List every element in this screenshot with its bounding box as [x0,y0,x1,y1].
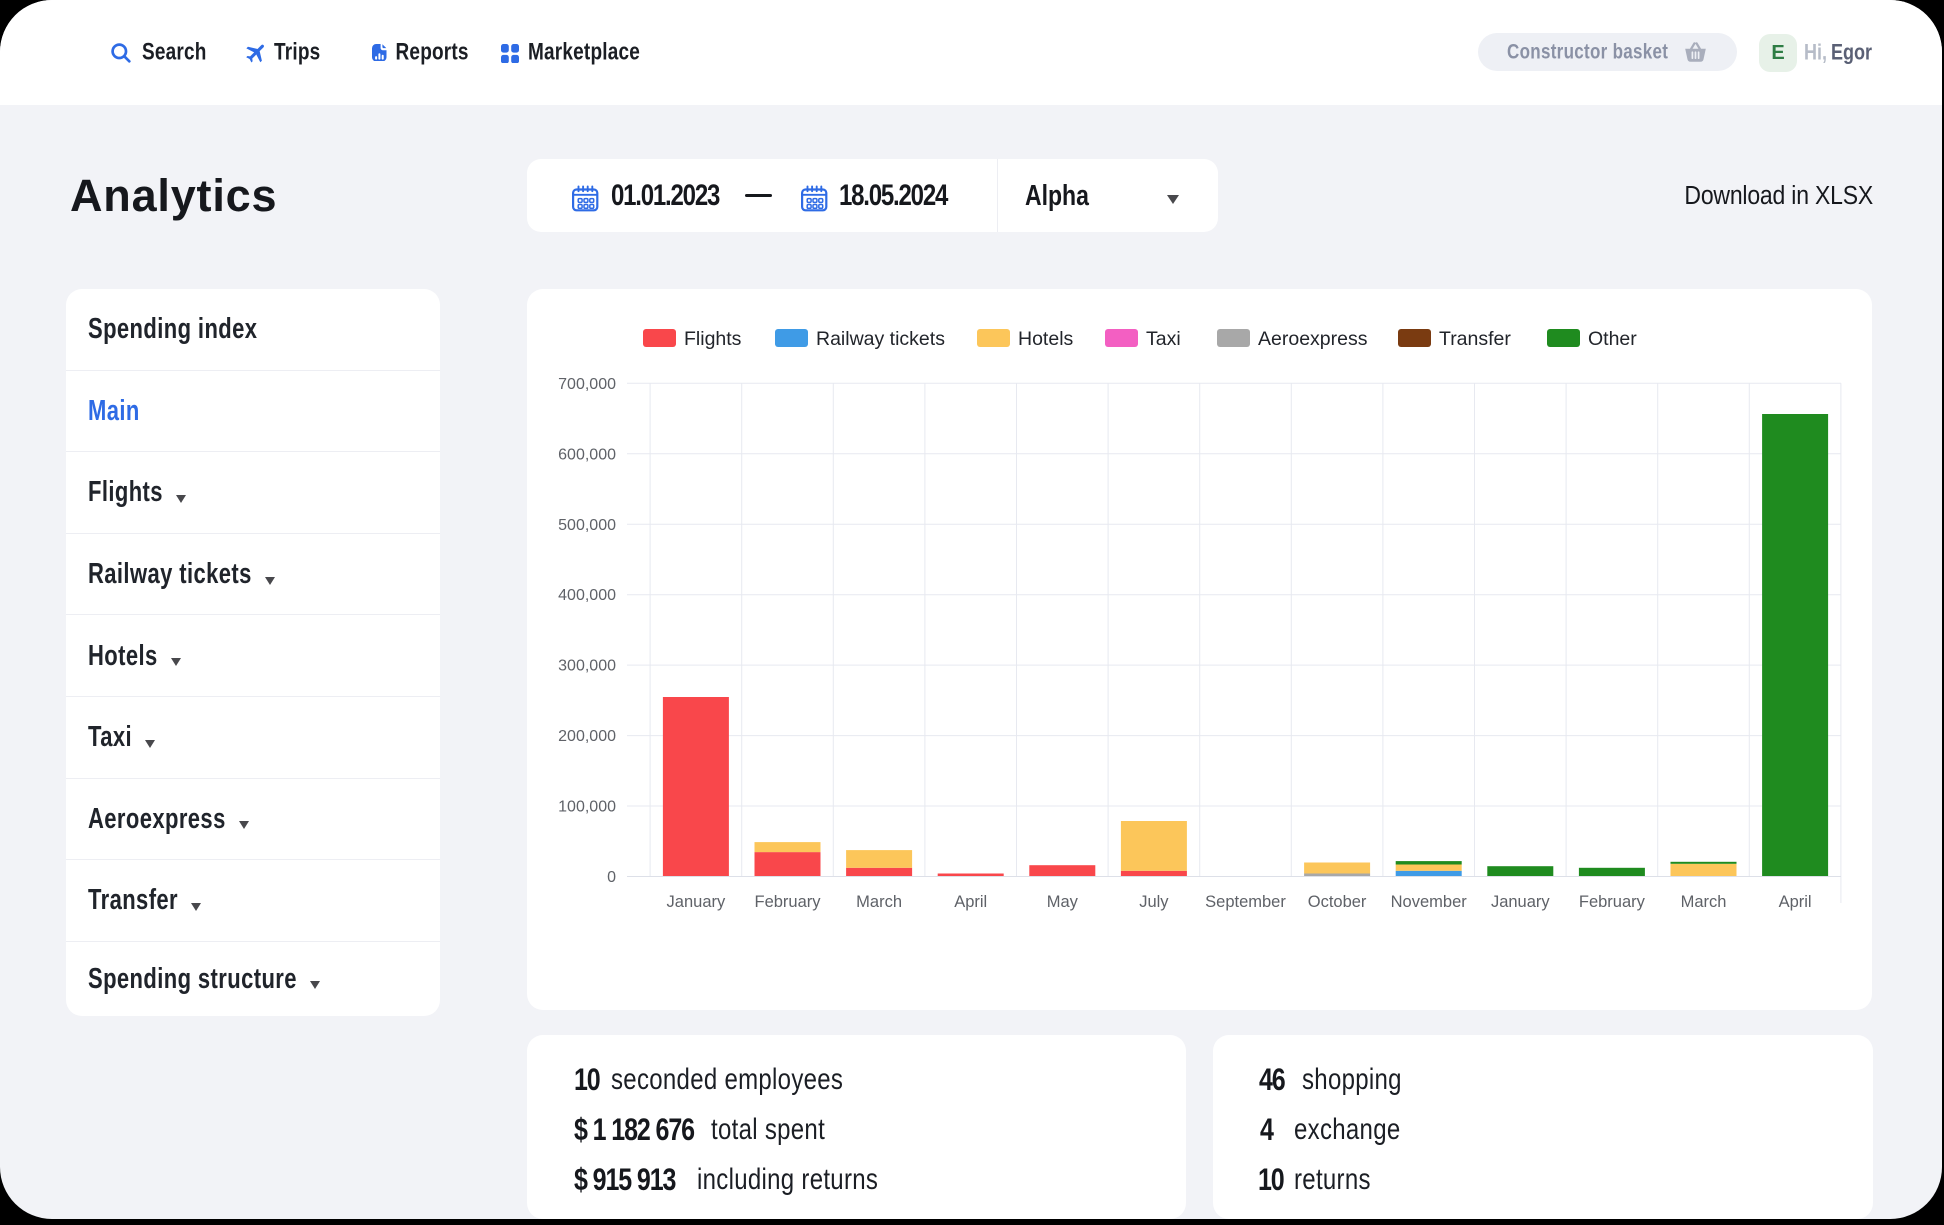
svg-text:February: February [754,893,821,911]
svg-text:200,000: 200,000 [558,728,616,745]
svg-text:400,000: 400,000 [558,587,616,604]
svg-text:Railway tickets: Railway tickets [816,328,945,350]
svg-text:Hotels: Hotels [1018,328,1074,350]
svg-text:July: July [1139,893,1169,911]
svg-text:September: September [1205,893,1286,911]
svg-text:300,000: 300,000 [558,658,616,675]
svg-text:April: April [954,893,987,911]
svg-text:March: March [1681,893,1727,911]
svg-text:0: 0 [607,869,616,886]
svg-text:Other: Other [1588,328,1637,350]
svg-text:November: November [1391,893,1468,911]
svg-text:600,000: 600,000 [558,446,616,463]
svg-text:100,000: 100,000 [558,799,616,816]
svg-text:500,000: 500,000 [558,517,616,534]
svg-text:March: March [856,893,902,911]
svg-text:Aeroexpress: Aeroexpress [1258,328,1368,350]
svg-text:October: October [1308,893,1367,911]
svg-text:April: April [1779,893,1812,911]
svg-text:Taxi: Taxi [1146,328,1181,350]
svg-text:Transfer: Transfer [1439,328,1511,350]
svg-text:January: January [667,893,726,911]
svg-text:700,000: 700,000 [558,376,616,393]
svg-text:May: May [1047,893,1079,911]
svg-text:January: January [1491,893,1550,911]
svg-text:February: February [1579,893,1646,911]
svg-text:Flights: Flights [684,328,742,350]
